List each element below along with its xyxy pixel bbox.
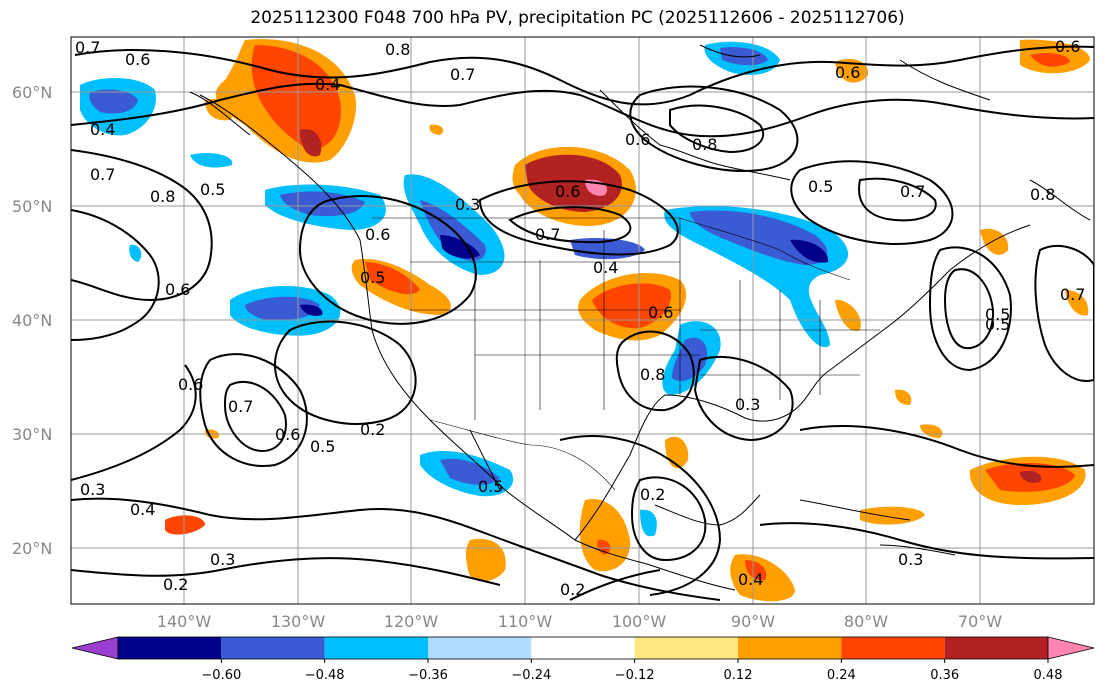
contour-label: 0.7 (90, 165, 115, 184)
colorbar-label: −0.48 (305, 668, 345, 683)
contour-label: 0.2 (163, 575, 188, 594)
contour-label: 0.4 (315, 75, 340, 94)
lon-label-70w: 70°W (958, 612, 1002, 631)
contour-label: 0.6 (625, 130, 650, 149)
lon-label-90w: 90°W (731, 612, 775, 631)
contour-label: 0.5 (985, 315, 1010, 334)
colorbar-label: 0.12 (724, 668, 753, 683)
contour-label: 0.3 (735, 395, 760, 414)
contour-label: 0.6 (835, 63, 860, 82)
contour-label: 0.8 (1030, 185, 1055, 204)
longitude-labels: 140°W 130°W 120°W 110°W 100°W 90°W 80°W … (157, 612, 1002, 631)
contour-label: 0.5 (985, 305, 1010, 324)
contour-label: 0.3 (898, 550, 923, 569)
colorbar: −0.60 −0.48 −0.36 −0.24 −0.12 0.12 0.24 0.36 0.4… (71, 636, 1095, 683)
lon-label-110w: 110°W (498, 612, 553, 631)
contour-label: 0.6 (555, 182, 580, 201)
map-frame (70, 36, 1095, 605)
contour-label: 0.6 (165, 280, 190, 299)
contour-label: 0.2 (640, 485, 665, 504)
contour-label: 0.5 (808, 177, 833, 196)
contour-label: 0.6 (125, 50, 150, 69)
colorbar-extend-high-icon (1047, 636, 1095, 660)
contour-label: 0.6 (365, 225, 390, 244)
colorbar-swatch (841, 637, 945, 659)
colorbar-swatch (428, 637, 532, 659)
contour-label: 0.5 (360, 268, 385, 287)
colorbar-swatch (944, 637, 1048, 659)
contour-label: 0.5 (200, 180, 225, 199)
lat-label-20: 20°N (12, 539, 52, 558)
contour-label: 0.2 (360, 420, 385, 439)
colorbar-label: −0.36 (408, 668, 448, 683)
lat-label-60: 60°N (12, 83, 52, 102)
colorbar-label: −0.24 (511, 668, 551, 683)
contour-label: 0.3 (455, 195, 480, 214)
contour-label: 0.3 (210, 550, 235, 569)
colorbar-label: −0.12 (615, 668, 655, 683)
map-title: 2025112300 F048 700 hPa PV, precipitatio… (250, 8, 905, 28)
contour-label: 0.7 (535, 225, 560, 244)
lat-label-30: 30°N (12, 425, 52, 444)
colorbar-extend-low-icon (71, 636, 119, 660)
contour-label: 0.8 (150, 187, 175, 206)
contour-label: 0.8 (385, 40, 410, 59)
colorbar-label: −0.60 (201, 668, 241, 683)
contour-label: 0.6 (275, 425, 300, 444)
colorbar-swatch (738, 637, 842, 659)
colorbar-label: 0.36 (930, 668, 959, 683)
contour-label: 0.4 (90, 120, 115, 139)
contour-label: 0.7 (75, 38, 100, 57)
contour-label: 0.4 (593, 258, 618, 277)
lon-label-120w: 120°W (384, 612, 439, 631)
graticule (71, 37, 1094, 604)
contour-label: 0.7 (450, 65, 475, 84)
colorbar-swatch (531, 637, 635, 659)
colorbar-label: 0.24 (827, 668, 856, 683)
lat-label-40: 40°N (12, 311, 52, 330)
colorbar-swatch (324, 637, 428, 659)
colorbar-swatch (118, 637, 222, 659)
contour-label: 0.6 (1055, 37, 1080, 56)
contour-label: 0.7 (1060, 285, 1085, 304)
contour-label: 0.7 (228, 397, 253, 416)
lon-label-130w: 130°W (271, 612, 326, 631)
political-borders (372, 217, 880, 491)
colorbar-swatch (221, 637, 325, 659)
colorbar-swatch (634, 637, 738, 659)
contour-label: 0.8 (692, 135, 717, 154)
contour-label: 0.5 (478, 477, 503, 496)
contour-label: 0.4 (130, 500, 155, 519)
lat-label-50: 50°N (12, 197, 52, 216)
contour-label: 0.6 (648, 303, 673, 322)
pv-contours (71, 45, 1094, 601)
contour-label: 0.8 (640, 365, 665, 384)
contour-labels: 0.7 0.6 0.8 0.4 0.7 0.8 0.6 0.4 0.7 0.8 … (75, 37, 1085, 599)
contour-label: 0.2 (560, 580, 585, 599)
lon-label-140w: 140°W (157, 612, 212, 631)
lon-label-100w: 100°W (612, 612, 667, 631)
contour-label: 0.5 (310, 437, 335, 456)
contour-label: 0.4 (738, 570, 763, 589)
contour-label: 0.6 (178, 375, 203, 394)
latitude-labels: 60°N 50°N 40°N 30°N 20°N (12, 83, 52, 558)
colorbar-label: 0.48 (1034, 668, 1063, 683)
contour-label: 0.3 (80, 480, 105, 499)
contour-label: 0.7 (900, 182, 925, 201)
lon-label-80w: 80°W (844, 612, 888, 631)
